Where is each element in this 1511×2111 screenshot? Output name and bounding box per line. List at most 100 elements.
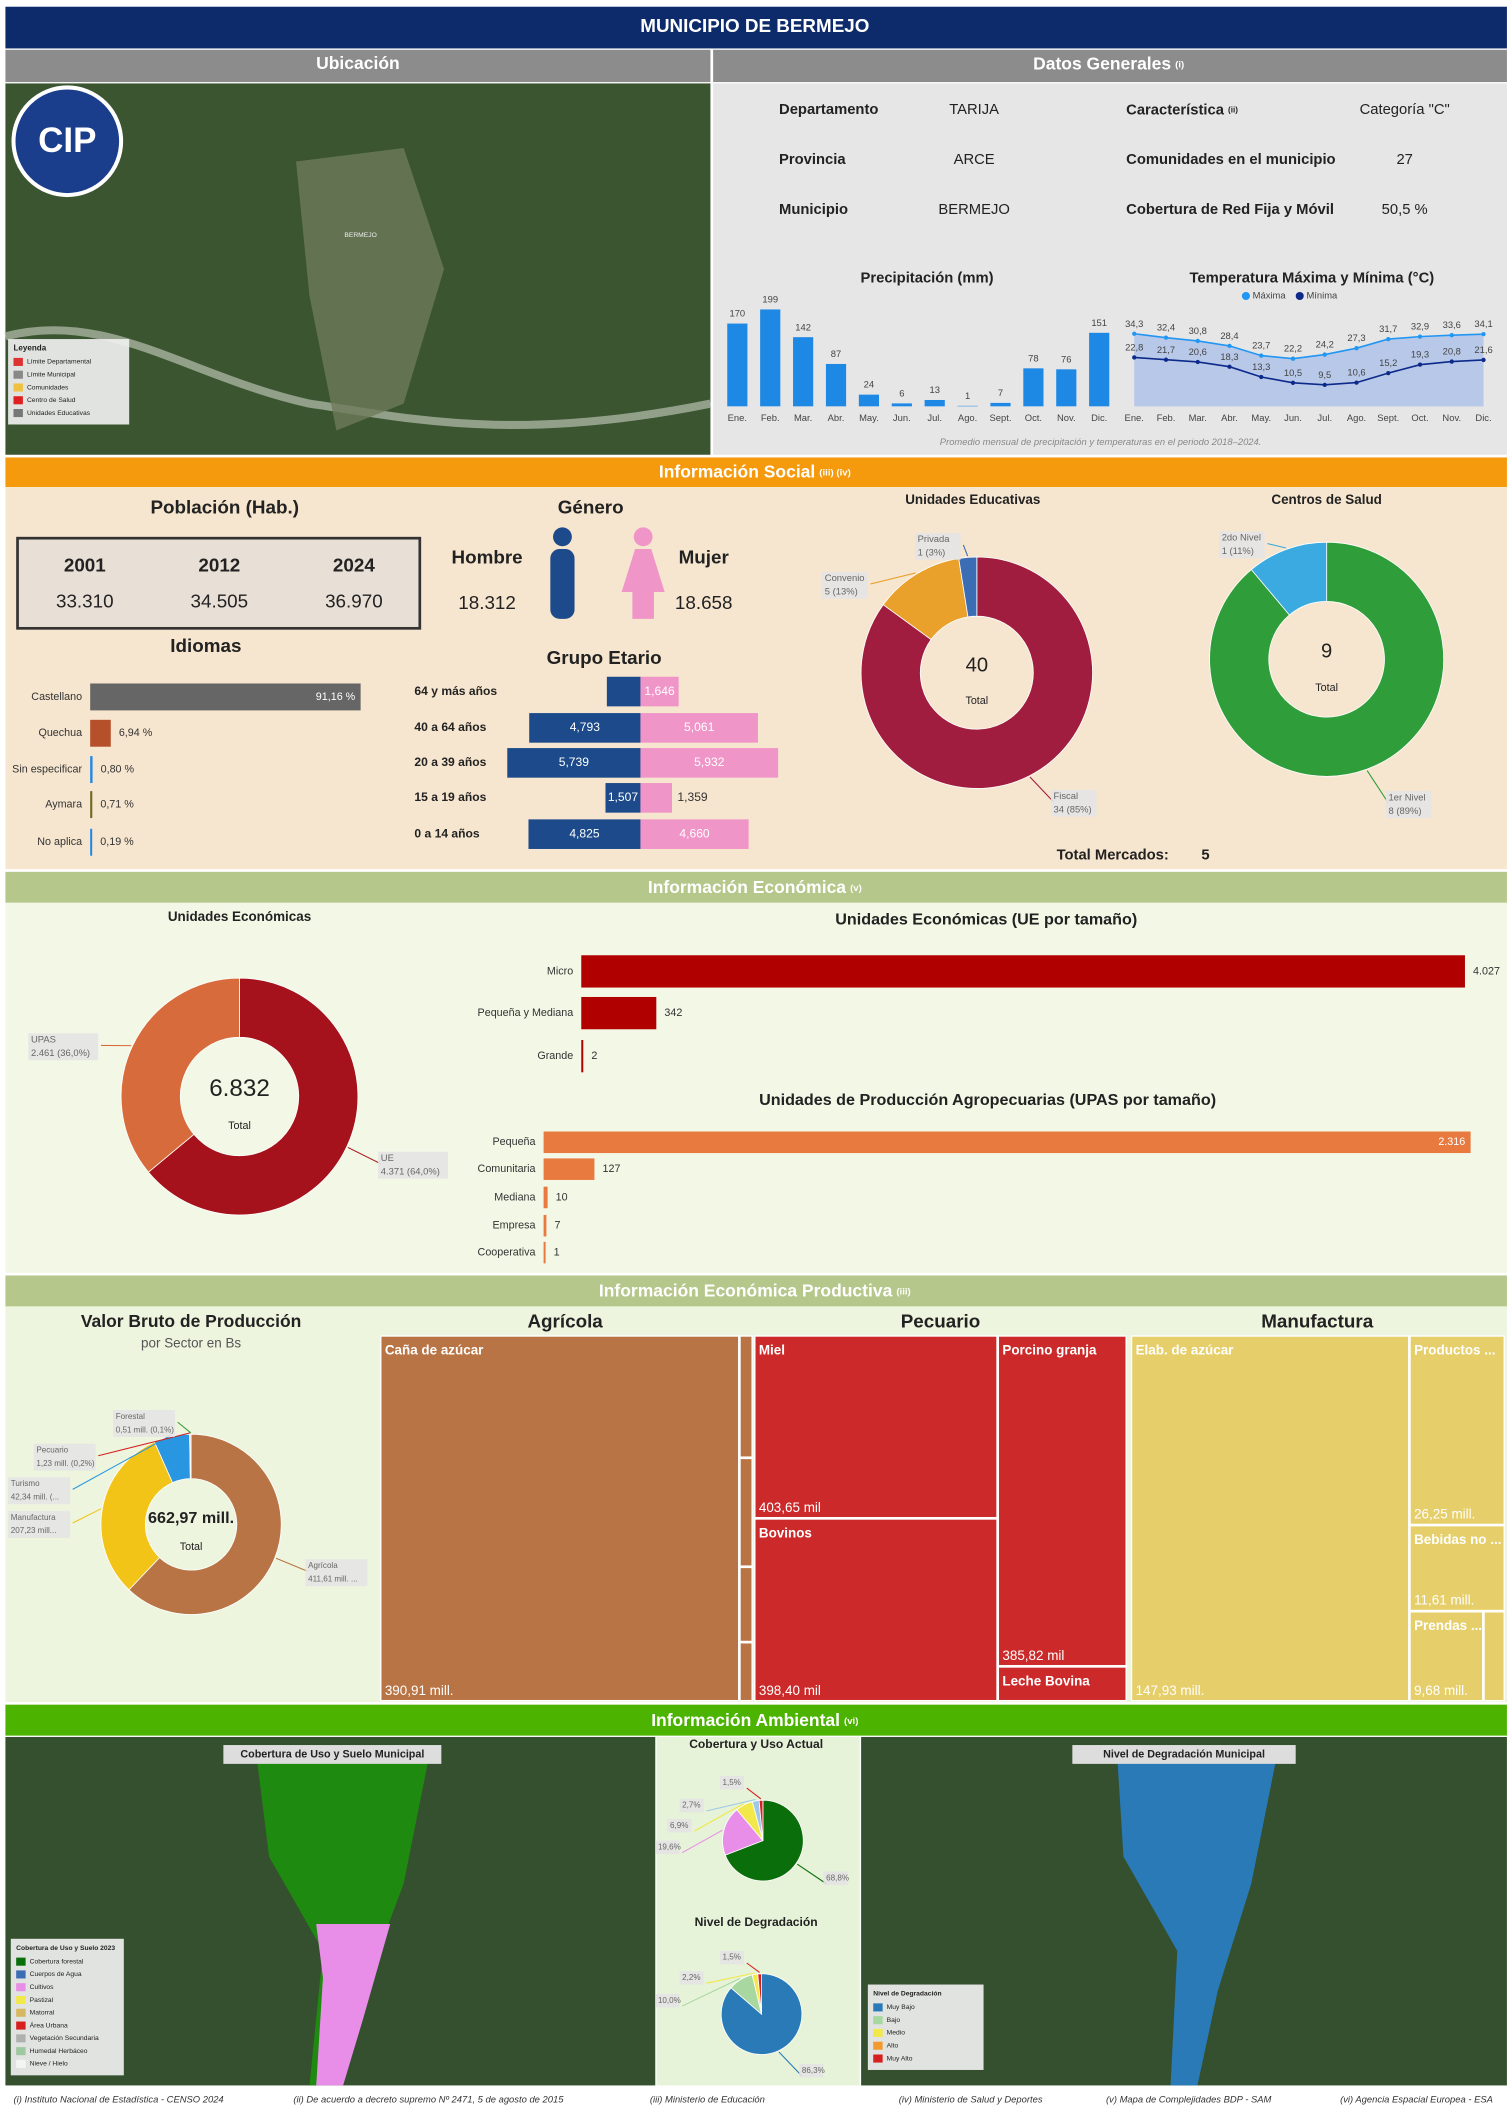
leader-line: [796, 1863, 827, 1885]
data-label: 8 (89%): [1389, 805, 1422, 816]
x-tick-label: Dic.: [1091, 412, 1107, 423]
leader-line: [347, 1146, 382, 1165]
bar: [507, 748, 641, 778]
center-label: Total: [965, 695, 988, 707]
legend-item: Medio: [887, 2030, 906, 2037]
x-tick-label: May.: [859, 412, 879, 423]
note: (iii) (iv): [819, 467, 851, 478]
legend-item: Muy Alto: [887, 2055, 913, 2062]
female-icon: [621, 527, 665, 619]
section-bar: [5, 49, 711, 83]
point: [1227, 343, 1232, 349]
leader-line: [681, 1978, 741, 2007]
field-value: BERMEJO: [938, 202, 1009, 218]
treemap-cell: [1409, 1525, 1505, 1612]
data-label: 6,94 %: [119, 727, 153, 739]
section-title: Ubicación: [316, 53, 400, 73]
data-label: 30,8: [1189, 325, 1207, 336]
legend-item: Matorral: [30, 2010, 55, 2017]
y-tick-label: 15 a 19 años: [414, 790, 486, 804]
data-label: 207,23 mill...: [11, 1526, 57, 1535]
slice-label: UPAS: [31, 1034, 56, 1045]
label-box: [667, 1819, 692, 1833]
label-box: [655, 1840, 680, 1855]
x-tick-label: Jun.: [893, 412, 911, 423]
treemap-cell: [739, 1566, 753, 1643]
legend-item: Unidades Educativas: [27, 410, 91, 417]
x-tick-label: Abr.: [828, 412, 845, 423]
y-tick-label: Micro: [547, 965, 573, 977]
bar: [1056, 369, 1077, 407]
data-label: 127: [602, 1163, 620, 1175]
data-label: 4.371 (64,0%): [381, 1165, 440, 1176]
data-label: 18,3: [1220, 351, 1238, 362]
field-label: Cobertura de Red Fija y Móvil: [1126, 202, 1334, 218]
data-label: 2.316: [1438, 1136, 1465, 1148]
data-label: 27,3: [1347, 332, 1365, 343]
data-label: 7: [554, 1220, 560, 1232]
leader-line: [706, 1972, 755, 1984]
label-text: Información Ambiental: [651, 1709, 840, 1729]
data-label: 9,5: [1318, 369, 1331, 380]
data-label: 170: [729, 308, 745, 319]
y-tick-label: Pequeña y Mediana: [478, 1007, 574, 1019]
x-tick-label: Nov.: [1442, 412, 1461, 423]
chart-note: Promedio mensual de precipitación y temp…: [940, 436, 1262, 447]
block-title: Género: [558, 497, 624, 518]
label-box: [914, 532, 961, 560]
chart-title: Agrícola: [527, 1311, 603, 1332]
slice: [147, 977, 359, 1216]
data-label: 68,8%: [826, 1873, 849, 1882]
data-label: 199: [762, 294, 778, 305]
x-tick-label: Abr.: [1221, 412, 1238, 423]
slice-label: Pecuario: [36, 1446, 68, 1455]
slice: [958, 556, 978, 618]
field-value: ARCE: [954, 152, 995, 168]
y-tick-label: No aplica: [37, 836, 82, 848]
data-label: 1 (11%): [1222, 545, 1254, 556]
cell-label: Leche Bovina: [1002, 1673, 1090, 1688]
legend-item: Nieve / Hielo: [30, 2061, 68, 2068]
data-label: 151: [1091, 317, 1107, 328]
data-label: 1,5%: [723, 1778, 741, 1787]
x-tick-label: Ene.: [1125, 412, 1144, 423]
data-label: 5 (13%): [825, 585, 858, 596]
data-label: 6,9%: [670, 1821, 688, 1830]
population-box: [16, 536, 422, 630]
data-label: 6: [899, 387, 904, 398]
label-text: Información Económica: [648, 877, 846, 897]
bar: [858, 394, 880, 407]
cell-label: Productos ...: [1414, 1342, 1495, 1357]
label-box: [378, 1151, 449, 1179]
data-label: 23,7: [1252, 340, 1270, 351]
population-value: 33.310: [56, 591, 114, 612]
legend-swatch: [873, 2016, 883, 2025]
treemap-cell: [997, 1335, 1127, 1667]
legend-item: Pastizal: [30, 1997, 54, 2004]
section-bar: [5, 1275, 1507, 1307]
field-value: TARIJA: [949, 102, 999, 118]
chart-title: Idiomas: [170, 635, 241, 656]
logo: [11, 85, 124, 198]
map-title: Cobertura de Uso y Suelo Municipal: [240, 1748, 424, 1760]
data-label: 7: [998, 387, 1003, 398]
point: [1417, 362, 1423, 367]
legend-item: Centro de Salud: [27, 397, 76, 404]
treemap-cell: [1130, 1335, 1410, 1702]
legend-item: Cobertura forestal: [30, 1958, 84, 1965]
chart-title: Pecuario: [901, 1311, 981, 1332]
chart-title: Valor Bruto de Producción: [81, 1311, 302, 1331]
legend-item: Límite Departamental: [27, 359, 92, 366]
section-bar: [5, 1704, 1507, 1736]
treemap-cell: [754, 1518, 998, 1702]
legend-title: Leyenda: [13, 344, 46, 353]
slice: [724, 1799, 804, 1882]
legend-item: Mínima: [1306, 289, 1338, 300]
data-label: 24: [864, 379, 874, 390]
label-text: Cobertura de Red Fija y Móvil: [1126, 202, 1334, 218]
treemap-cell: [1409, 1611, 1484, 1702]
treemap-cell: [739, 1457, 753, 1567]
bar: [640, 676, 679, 707]
bar: [543, 1214, 547, 1237]
